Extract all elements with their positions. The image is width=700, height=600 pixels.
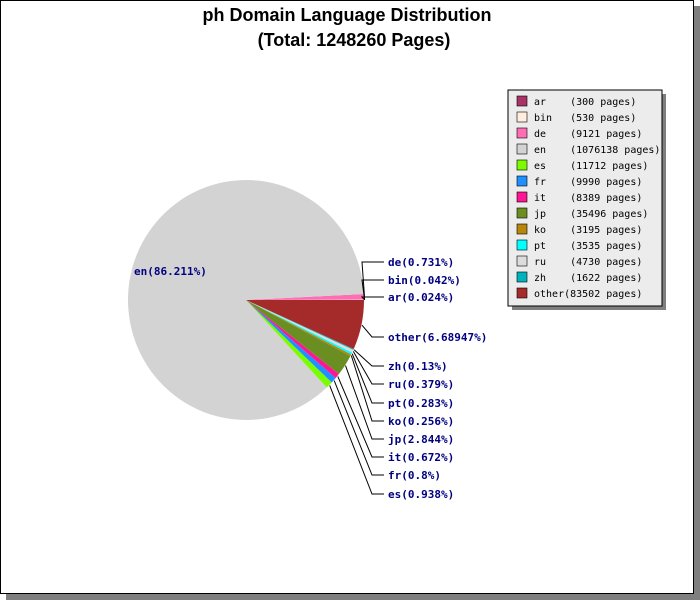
chart-subtitle: (Total: 1248260 Pages) — [258, 30, 451, 50]
leader-line-bin — [361, 279, 384, 300]
legend-swatch-jp — [516, 207, 528, 219]
legend-label-de: de (9121 pages) — [534, 129, 642, 140]
legend-label-other: other(83502 pages) — [534, 289, 642, 300]
legend-swatch-ko — [516, 223, 528, 235]
pie-slices — [127, 179, 365, 420]
legend-box — [507, 89, 663, 307]
legend-label-ar: ar (300 pages) — [534, 97, 636, 108]
slice-label-fr: fr(0.8%) — [388, 469, 441, 482]
slice-label-es: es(0.938%) — [388, 488, 454, 501]
legend-label-en: en (1076138 pages) — [534, 145, 660, 156]
leader-line-es — [329, 385, 384, 495]
legend-label-fr: fr (9990 pages) — [534, 177, 642, 188]
slice-label-ko: ko(0.256%) — [388, 415, 454, 428]
pie-slice-en — [127, 179, 364, 420]
slice-label-it: it(0.672%) — [388, 451, 454, 464]
leader-lines — [329, 261, 384, 495]
slice-labels: ar(0.024%) bin(0.042%) de(0.731%) en(86.211… — [134, 256, 487, 501]
legend-swatch-it — [516, 191, 528, 203]
legend-label-zh: zh (1622 pages) — [534, 273, 642, 284]
legend-label-it: it (8389 pages) — [534, 193, 642, 204]
pie-slice-fr — [246, 300, 336, 383]
leader-line-it — [337, 376, 384, 458]
slice-label-en: en(86.211%) — [134, 265, 207, 278]
pie-slice-ko — [246, 300, 352, 357]
legend-label-pt: pt (3535 pages) — [534, 241, 642, 252]
legend-label-bin: bin (530 pages) — [534, 113, 636, 124]
pie-slice-de — [246, 293, 364, 300]
legend: ar (300 pages) bin (530 pages) de (9121 pa… — [507, 89, 666, 310]
legend-swatch-de — [516, 127, 528, 139]
leader-line-de — [361, 261, 384, 297]
pie-slice-other — [246, 300, 364, 349]
legend-swatch-ru — [516, 255, 528, 267]
leader-line-pt — [351, 353, 384, 404]
legend-label-ko: ko (3195 pages) — [534, 225, 642, 236]
pie-slice-zh — [246, 300, 354, 350]
pie-slice-it — [246, 300, 339, 378]
legend-label-es: es (11712 pages) — [534, 161, 648, 172]
chart-title: ph Domain Language Distribution — [203, 5, 492, 25]
slice-label-jp: jp(2.844%) — [388, 433, 454, 446]
legend-swatch-other — [516, 287, 528, 299]
slice-label-pt: pt(0.283%) — [388, 397, 454, 410]
slice-label-ru: ru(0.379%) — [388, 378, 454, 391]
pie-slice-bin — [246, 299, 365, 300]
legend-label-ru: ru (4730 pages) — [534, 257, 642, 268]
legend-swatch-bin — [516, 111, 528, 123]
legend-swatch-fr — [516, 175, 528, 187]
leader-line-other — [361, 324, 384, 338]
pie-slice-ru — [246, 300, 354, 353]
legend-label-jp: jp (35496 pages) — [534, 209, 648, 220]
legend-items: ar (300 pages) bin (530 pages) de (9121 pa… — [516, 95, 660, 300]
legend-swatch-pt — [516, 239, 528, 251]
legend-swatch-en — [516, 143, 528, 155]
slice-label-ar: ar(0.024%) — [388, 291, 454, 304]
pie-slice-jp — [246, 300, 351, 375]
leader-line-jp — [345, 365, 384, 440]
leader-line-zh — [353, 349, 384, 367]
leader-line-ru — [352, 351, 384, 385]
leader-line-fr — [333, 380, 384, 476]
slice-label-bin: bin(0.042%) — [388, 274, 461, 287]
legend-swatch-ar — [516, 95, 528, 107]
slice-label-other: other(6.68947%) — [388, 331, 487, 344]
pie-slice-pt — [246, 300, 353, 355]
pie-slice-es — [246, 300, 332, 388]
leader-line-ar — [360, 296, 384, 301]
slice-label-de: de(0.731%) — [388, 256, 454, 269]
leader-line-ko — [350, 355, 384, 422]
slice-label-zh: zh(0.13%) — [388, 360, 448, 373]
legend-swatch-zh — [516, 271, 528, 283]
legend-swatch-es — [516, 159, 528, 171]
